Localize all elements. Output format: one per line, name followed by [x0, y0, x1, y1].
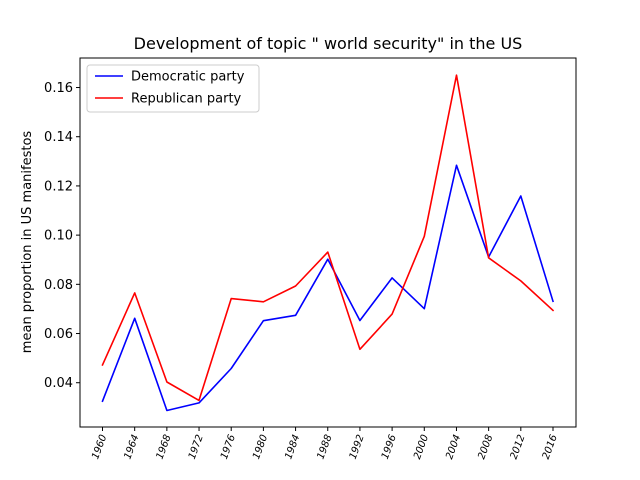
- data-point: [164, 408, 169, 413]
- data-point: [357, 318, 362, 323]
- data-point: [518, 278, 523, 283]
- legend-label: Republican party: [131, 92, 242, 107]
- x-tick-label: 1968: [155, 433, 174, 461]
- x-tick-label: 1960: [90, 433, 109, 461]
- x-tick-label: 1976: [219, 433, 238, 461]
- data-point: [261, 299, 266, 304]
- data-point: [357, 347, 362, 352]
- data-point: [551, 299, 556, 304]
- legend-label: Democratic party: [131, 70, 245, 85]
- x-tick-label: 1972: [187, 433, 206, 461]
- data-point: [261, 318, 266, 323]
- data-point: [551, 308, 556, 313]
- y-tick-label: 0.16: [44, 81, 73, 96]
- x-tick-label: 1964: [122, 433, 141, 461]
- data-point: [293, 284, 298, 289]
- x-tick-label: 2012: [509, 433, 528, 461]
- series-line-republican: [101, 74, 555, 402]
- data-point: [132, 290, 137, 295]
- data-point: [390, 275, 395, 280]
- x-tick-label: 2008: [476, 433, 495, 461]
- y-tick-label: 0.14: [44, 130, 73, 145]
- x-tick-label: 1984: [283, 433, 302, 461]
- data-point: [229, 296, 234, 301]
- y-tick-label: 0.06: [44, 327, 73, 342]
- plot-frame: [79, 57, 577, 428]
- data-point: [422, 306, 427, 311]
- y-axis-label: mean proportion in US manifestos: [20, 131, 35, 354]
- y-tick-label: 0.08: [44, 278, 73, 293]
- x-tick-label: 1988: [316, 433, 335, 461]
- legend-box: [86, 64, 260, 113]
- data-point: [100, 399, 105, 404]
- data-point: [132, 316, 137, 321]
- series-line-democratic: [101, 164, 554, 412]
- x-tick-label: 1992: [348, 433, 367, 461]
- x-tick-label: 1980: [251, 433, 270, 461]
- x-tick-label: 2016: [541, 433, 560, 461]
- data-point: [486, 255, 491, 260]
- y-tick-label: 0.04: [44, 376, 73, 391]
- data-point: [293, 313, 298, 318]
- data-point: [390, 312, 395, 317]
- data-point: [325, 250, 330, 255]
- x-tick-label: 1996: [380, 433, 399, 461]
- data-point: [454, 73, 459, 78]
- x-tick-label: 2000: [412, 433, 431, 461]
- data-point: [422, 234, 427, 239]
- plot-area: 0.04 0.06 0.08 0.10 0.12 0.14 0.16 1960 1964 1968…: [44, 73, 560, 461]
- legend: Democratic party Republican party: [86, 64, 260, 113]
- x-tick-label: 2004: [444, 433, 463, 461]
- y-tick-label: 0.10: [44, 229, 73, 244]
- data-point: [518, 194, 523, 199]
- data-point: [229, 366, 234, 371]
- y-tick-label: 0.12: [44, 179, 73, 194]
- data-point: [454, 163, 459, 168]
- data-point: [197, 398, 202, 403]
- chart-title: Development of topic " world security" i…: [134, 34, 523, 53]
- data-point: [100, 363, 105, 368]
- data-point: [164, 379, 169, 384]
